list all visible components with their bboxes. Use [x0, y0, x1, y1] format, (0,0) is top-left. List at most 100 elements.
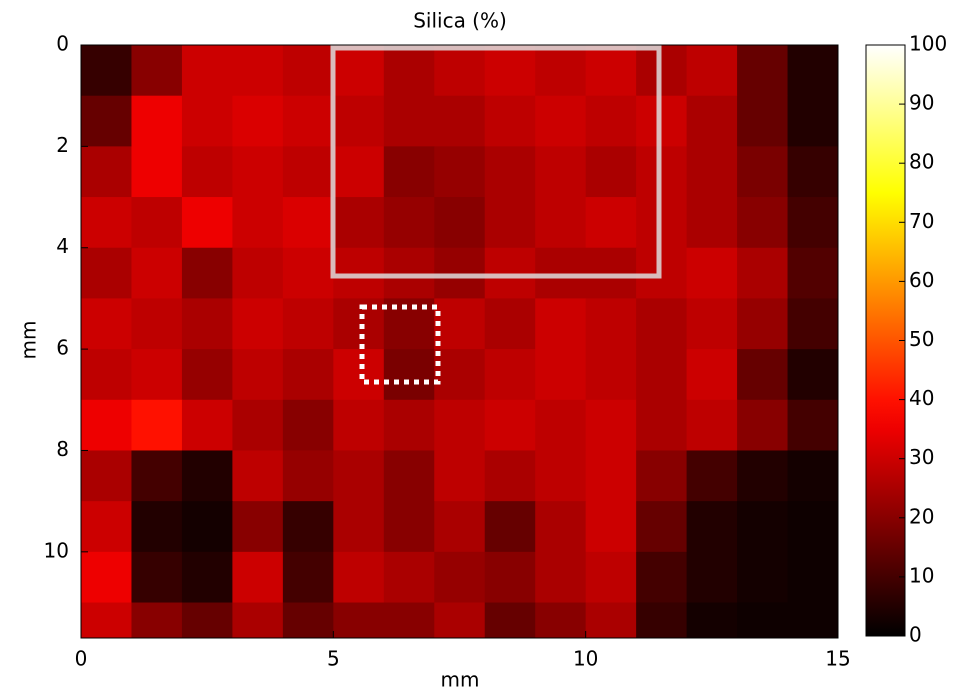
heatmap-cell — [636, 399, 688, 451]
heatmap-cell — [636, 602, 688, 639]
heatmap-cell — [333, 450, 385, 502]
heatmap-cell — [535, 551, 587, 604]
heatmap-cell — [131, 197, 183, 249]
heatmap-cell — [535, 501, 587, 553]
heatmap-cell — [535, 602, 587, 639]
heatmap-cell — [787, 399, 839, 451]
y-axis-label: mm — [17, 321, 41, 360]
heatmap-cell — [383, 146, 435, 198]
heatmap-cell — [636, 501, 688, 553]
x-tick-label: 5 — [327, 647, 340, 671]
heatmap-cell — [232, 399, 284, 451]
plot-frame — [80, 44, 839, 639]
heatmap-cell — [131, 298, 183, 350]
heatmap-cell — [636, 146, 688, 198]
heatmap-cell — [737, 501, 789, 553]
heatmap-cell — [181, 501, 233, 553]
heatmap-cell — [383, 247, 435, 299]
heatmap-cell — [737, 551, 789, 604]
heatmap — [81, 45, 839, 639]
heatmap-cell — [81, 602, 132, 639]
heatmap-cell — [81, 501, 132, 553]
heatmap-cell — [787, 247, 839, 299]
heatmap-cell — [81, 45, 132, 97]
heatmap-cell — [434, 450, 486, 502]
heatmap-cell — [131, 602, 183, 639]
heatmap-cell — [282, 501, 334, 553]
heatmap-cell — [636, 450, 688, 502]
heatmap-cell — [484, 450, 536, 502]
heatmap-cell — [585, 247, 637, 299]
heatmap-cell — [383, 602, 435, 639]
heatmap-cell — [535, 298, 587, 350]
heatmap-cell — [434, 349, 486, 401]
heatmap-cell — [232, 45, 284, 97]
heatmap-cell — [636, 95, 688, 147]
heatmap-cell — [585, 551, 637, 604]
heatmap-cell — [434, 197, 486, 249]
colorbar-tick-label: 40 — [909, 386, 934, 410]
heatmap-cell — [585, 450, 637, 502]
y-tick-label: 2 — [56, 133, 69, 157]
heatmap-cell — [535, 197, 587, 249]
heatmap-cell — [636, 247, 688, 299]
heatmap-cell — [434, 95, 486, 147]
heatmap-cell — [585, 501, 637, 553]
colorbar-tick-label: 70 — [909, 209, 934, 233]
heatmap-cell — [737, 146, 789, 198]
heatmap-cell — [181, 146, 233, 198]
heatmap-cell — [131, 450, 183, 502]
colorbar-tick-label: 30 — [909, 445, 934, 469]
heatmap-cell — [232, 450, 284, 502]
heatmap-cell — [282, 298, 334, 350]
heatmap-cell — [131, 551, 183, 604]
heatmap-cell — [686, 399, 738, 451]
heatmap-cell — [484, 602, 536, 639]
x-tick-label: 10 — [573, 647, 598, 671]
heatmap-cell — [737, 45, 789, 97]
heatmap-cell — [383, 298, 435, 350]
heatmap-cell — [737, 197, 789, 249]
heatmap-cell — [787, 95, 839, 147]
heatmap-cell — [787, 450, 839, 502]
heatmap-cell — [333, 45, 385, 97]
heatmap-cell — [333, 602, 385, 639]
heatmap-cell — [787, 349, 839, 401]
colorbar — [865, 44, 906, 637]
heatmap-cell — [131, 45, 183, 97]
heatmap-cell — [787, 45, 839, 97]
heatmap-cell — [131, 146, 183, 198]
heatmap-cell — [484, 146, 536, 198]
heatmap-cell — [232, 349, 284, 401]
heatmap-cell — [81, 551, 132, 604]
heatmap-cell — [636, 298, 688, 350]
heatmap-cell — [535, 45, 587, 97]
heatmap-cell — [484, 197, 536, 249]
heatmap-cell — [333, 247, 385, 299]
heatmap-cell — [636, 349, 688, 401]
heatmap-cell — [686, 298, 738, 350]
heatmap-cell — [484, 501, 536, 553]
heatmap-cell — [535, 95, 587, 147]
heatmap-cell — [131, 399, 183, 451]
heatmap-cell — [434, 247, 486, 299]
heatmap-cell — [81, 95, 132, 147]
heatmap-cell — [686, 551, 738, 604]
colorbar-tick-label: 10 — [909, 563, 934, 587]
heatmap-cell — [131, 501, 183, 553]
heatmap-cell — [81, 146, 132, 198]
heatmap-cell — [434, 45, 486, 97]
heatmap-cell — [484, 45, 536, 97]
heatmap-cell — [181, 450, 233, 502]
heatmap-cell — [181, 349, 233, 401]
heatmap-cell — [181, 399, 233, 451]
heatmap-cell — [81, 399, 132, 451]
heatmap-cell — [434, 146, 486, 198]
region-box — [330, 45, 662, 279]
colorbar-tick-label: 100 — [909, 32, 947, 56]
heatmap-cell — [737, 602, 789, 639]
heatmap-cell — [232, 551, 284, 604]
heatmap-cell — [686, 349, 738, 401]
heatmap-cell — [787, 298, 839, 350]
